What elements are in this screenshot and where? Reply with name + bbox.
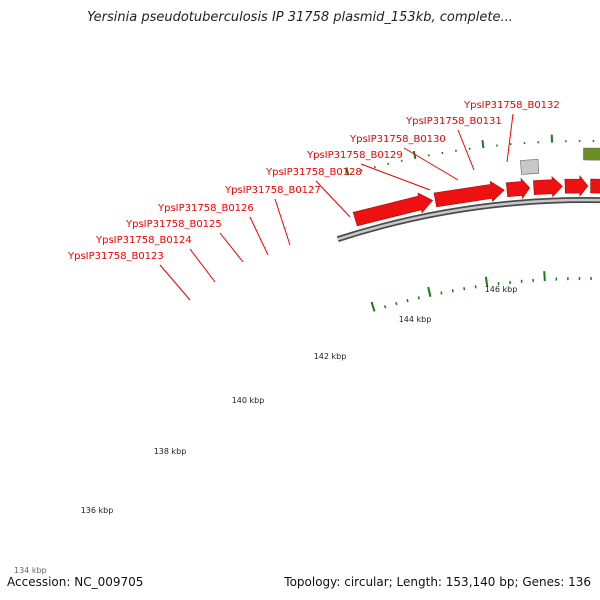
tick-mark-inner bbox=[384, 305, 387, 309]
scale-label: 140 kbp bbox=[232, 396, 265, 405]
tick-mark-inner bbox=[406, 299, 409, 303]
tick-mark-outer bbox=[345, 167, 350, 176]
gene-label: YpsIP31758_B0128 bbox=[265, 167, 362, 178]
tick-mark-inner bbox=[484, 276, 489, 287]
gene-label: YpsIP31758_B0123 bbox=[67, 251, 164, 262]
gene-label: YpsIP31758_B0127 bbox=[224, 185, 321, 196]
leader-line bbox=[457, 129, 475, 171]
scale-label: 142 kbp bbox=[314, 352, 347, 361]
leader-line bbox=[360, 163, 431, 191]
leader-line bbox=[189, 248, 216, 283]
gene-arrow bbox=[352, 192, 433, 227]
gene-layer bbox=[352, 147, 600, 227]
tick-mark-outer bbox=[412, 150, 417, 160]
backbone-layer bbox=[336, 197, 600, 243]
tick-mark-inner bbox=[370, 301, 376, 312]
leader-line bbox=[403, 147, 459, 181]
gene-label: YpsIP31758_B0126 bbox=[157, 203, 254, 214]
tick-mark-outer bbox=[481, 139, 485, 149]
tick-mark-inner bbox=[543, 271, 546, 282]
gene-label: YpsIP31758_B0125 bbox=[125, 219, 222, 230]
summary-text: Topology: circular; Length: 153,140 bp; … bbox=[284, 575, 591, 589]
leader-line bbox=[249, 216, 269, 256]
scale-label: 144 kbp bbox=[399, 315, 432, 324]
tick-mark-inner bbox=[427, 286, 432, 298]
leader-line bbox=[315, 180, 351, 218]
leader-layer bbox=[159, 113, 514, 301]
scale-label: 146 kbp bbox=[485, 285, 518, 294]
gene-arrow bbox=[590, 178, 600, 194]
gene-arrow bbox=[505, 177, 530, 200]
map-title: Yersinia pseudotuberculosis IP 31758 pla… bbox=[87, 10, 513, 25]
tick-mark-outer bbox=[360, 169, 363, 172]
gene-arrow bbox=[533, 175, 563, 198]
gene-arrow bbox=[433, 180, 505, 208]
backbone-ring bbox=[336, 197, 600, 243]
tick-mark-inner bbox=[451, 289, 454, 293]
gene-label: YpsIP31758_B0130 bbox=[349, 134, 446, 145]
backbone-highlight bbox=[337, 198, 600, 241]
tick-layer: 136 kbp 138 kbp 140 kbp 142 kbp 144 kbp 146 k… bbox=[14, 134, 595, 575]
leader-line bbox=[506, 113, 514, 163]
leader-line bbox=[219, 232, 244, 263]
scale-label: 136 kbp bbox=[81, 506, 114, 515]
gene-label: YpsIP31758_B0131 bbox=[405, 116, 502, 127]
tick-mark-inner bbox=[463, 287, 466, 291]
accession-text: Accession: NC_009705 bbox=[7, 575, 144, 589]
leader-line bbox=[274, 198, 291, 246]
gene-block bbox=[583, 147, 600, 161]
gene-arrow bbox=[564, 175, 589, 197]
gene-block bbox=[520, 158, 540, 175]
gene-label: YpsIP31758_B0124 bbox=[95, 235, 192, 246]
tick-mark-inner bbox=[417, 296, 420, 300]
gene-label: YpsIP31758_B0129 bbox=[306, 150, 403, 161]
leader-line bbox=[159, 264, 191, 301]
scale-label-partial: 134 kbp bbox=[14, 566, 47, 575]
tick-mark-inner bbox=[395, 301, 398, 306]
tick-mark-inner bbox=[440, 291, 443, 295]
gene-label: YpsIP31758_B0132 bbox=[463, 100, 560, 111]
label-layer: YpsIP31758_B0123 YpsIP31758_B0124 YpsIP317… bbox=[67, 100, 560, 262]
scale-label: 138 kbp bbox=[154, 447, 187, 456]
